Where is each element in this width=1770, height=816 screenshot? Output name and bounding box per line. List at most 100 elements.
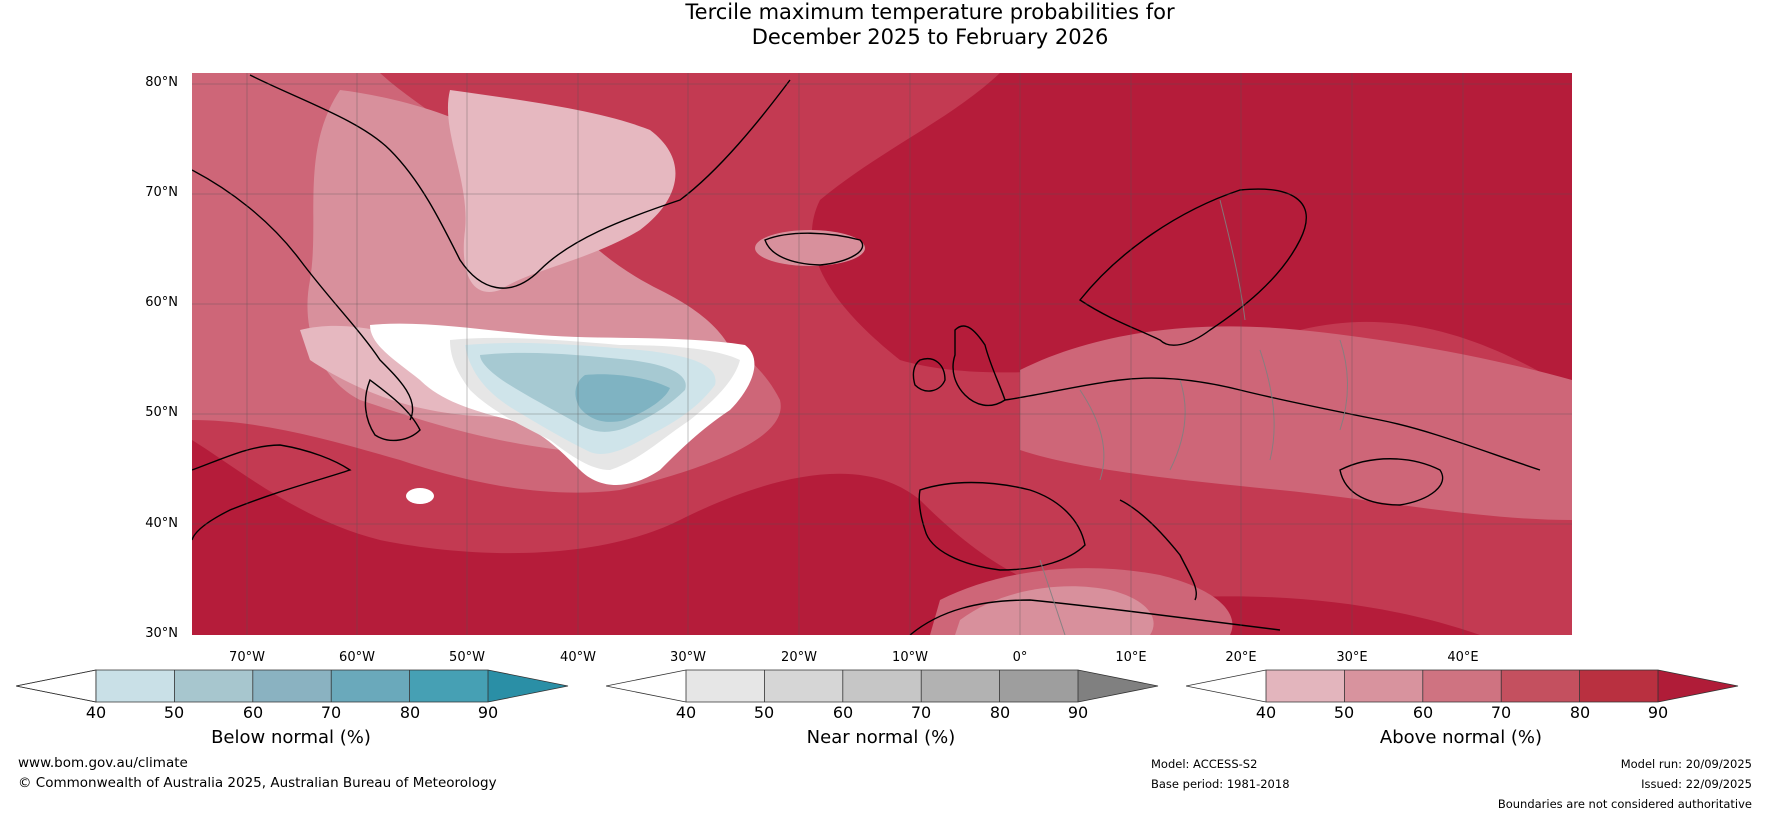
region-above-60-iceland: [755, 230, 865, 266]
colorbar-below-seg-4: [331, 670, 410, 702]
colorbar-above-seg-4: [1501, 670, 1580, 702]
border-2: [1169, 379, 1186, 471]
colorbar-above-seg-5: [1579, 670, 1658, 702]
cb-below-tick-60: 60: [242, 703, 264, 722]
greenland-coast: [249, 74, 791, 289]
colorbar-below: [16, 669, 569, 703]
lon-label-30w: 30°W: [670, 650, 706, 665]
country-borders: [1039, 199, 1348, 635]
colorbar-above-title: Above normal (%): [1379, 727, 1543, 748]
lon-label-60w: 60°W: [339, 650, 375, 665]
europe-coast: [1004, 377, 1541, 471]
border-4: [1339, 339, 1348, 431]
cb-above-tick-90: 90: [1647, 703, 1669, 722]
lon-label-20w: 20°W: [781, 650, 817, 665]
footer-issued: Issued: 22/09/2025: [1641, 777, 1752, 791]
ireland-coast: [912, 358, 946, 392]
cb-above-tick-70: 70: [1490, 703, 1512, 722]
region-below-70: [575, 374, 670, 422]
region-above-60-africa: [955, 586, 1154, 635]
scandinavia-coast: [1078, 188, 1307, 346]
colorbar-near-seg-3: [842, 670, 922, 702]
cb-below-tick-40: 40: [85, 703, 107, 722]
region-above-50-greenland-interior: [465, 199, 525, 276]
footer-disclaimer: Boundaries are not considered authoritat…: [1497, 797, 1752, 811]
labrador-coast: [192, 169, 414, 421]
footer-model: Model: ACCESS-S2: [1151, 757, 1258, 771]
footer-model-run: Model run: 20/09/2025: [1620, 757, 1752, 771]
cb-below-tick-70: 70: [320, 703, 342, 722]
region-white-small: [406, 488, 434, 504]
lat-label-30n: 30°N: [145, 626, 178, 641]
lon-label-30e: 30°E: [1336, 650, 1368, 665]
lon-label-70w: 70°W: [229, 650, 265, 665]
cb-below-tick-50: 50: [163, 703, 185, 722]
lon-label-40w: 40°W: [560, 650, 596, 665]
colorbar-above-over: [1658, 670, 1738, 702]
italy-coast: [1119, 499, 1197, 601]
graticule: [192, 73, 1572, 635]
lat-label-60n: 60°N: [145, 295, 178, 310]
lat-label-70n: 70°N: [145, 185, 178, 200]
colorbar-near-seg-2: [764, 670, 843, 702]
lon-label-10e: 10°E: [1115, 650, 1147, 665]
colorbar-near-title: Near normal (%): [806, 727, 956, 748]
cb-near-tick-40: 40: [675, 703, 697, 722]
colorbar-below-seg-5: [409, 670, 488, 702]
newfoundland-coast: [364, 378, 421, 442]
black-sea-coast: [1339, 458, 1444, 506]
colorbar-near: [606, 669, 1159, 703]
map-fill-layer: [192, 73, 1572, 635]
border-6: [1039, 559, 1066, 635]
cb-above-tick-60: 60: [1412, 703, 1434, 722]
cb-below-tick-90: 90: [477, 703, 499, 722]
lon-label-0: 0°: [1012, 650, 1028, 665]
colorbar-below-seg-2: [174, 670, 253, 702]
colorbar-above-seg-3: [1422, 670, 1502, 702]
chart-title: Tercile maximum temperature probabilitie…: [0, 0, 1770, 50]
title-line-1: Tercile maximum temperature probabilitie…: [685, 0, 1175, 24]
colorbar-above-seg-2: [1344, 670, 1423, 702]
border-5: [1219, 199, 1246, 321]
colorbar-below-seg-1: [96, 670, 175, 702]
footer-website: www.bom.gov.au/climate: [18, 755, 188, 771]
cb-above-tick-80: 80: [1569, 703, 1591, 722]
colorbar-above-seg-1: [1266, 670, 1345, 702]
lat-label-40n: 40°N: [145, 516, 178, 531]
cb-near-tick-60: 60: [832, 703, 854, 722]
footer-copyright: © Commonwealth of Australia 2025, Austra…: [18, 775, 497, 791]
lon-label-20e: 20°E: [1225, 650, 1257, 665]
colorbar-near-over: [1078, 670, 1158, 702]
cb-near-tick-80: 80: [989, 703, 1011, 722]
colorbar-above: [1186, 669, 1739, 703]
cb-above-tick-40: 40: [1255, 703, 1277, 722]
border-1: [1079, 389, 1105, 481]
colorbar-near-seg-1: [686, 670, 765, 702]
africa-coast: [909, 599, 1281, 635]
border-3: [1259, 349, 1275, 461]
us-coast: [192, 444, 352, 541]
uk-coast: [952, 325, 1006, 407]
colorbar-below-title: Below normal (%): [211, 727, 371, 748]
lat-label-50n: 50°N: [145, 405, 178, 420]
lon-label-10w: 10°W: [892, 650, 928, 665]
colorbar-above-under: [1186, 670, 1266, 702]
lon-label-50w: 50°W: [449, 650, 485, 665]
lat-label-80n: 80°N: [145, 75, 178, 90]
cb-above-tick-50: 50: [1333, 703, 1355, 722]
cb-near-tick-50: 50: [753, 703, 775, 722]
colorbar-below-over: [488, 670, 568, 702]
colorbar-near-seg-4: [921, 670, 1000, 702]
coastlines: [192, 74, 1541, 635]
colorbar-below-seg-3: [252, 670, 332, 702]
cb-near-tick-70: 70: [910, 703, 932, 722]
colorbar-near-under: [606, 670, 686, 702]
colorbar-near-seg-5: [999, 670, 1078, 702]
colorbar-below-under: [16, 669, 97, 703]
footer-base-period: Base period: 1981-2018: [1151, 777, 1290, 791]
region-above-70-europe: [1020, 326, 1572, 520]
iberia-coast: [918, 481, 1086, 571]
cb-near-tick-90: 90: [1067, 703, 1089, 722]
title-line-2: December 2025 to February 2026: [751, 25, 1109, 49]
